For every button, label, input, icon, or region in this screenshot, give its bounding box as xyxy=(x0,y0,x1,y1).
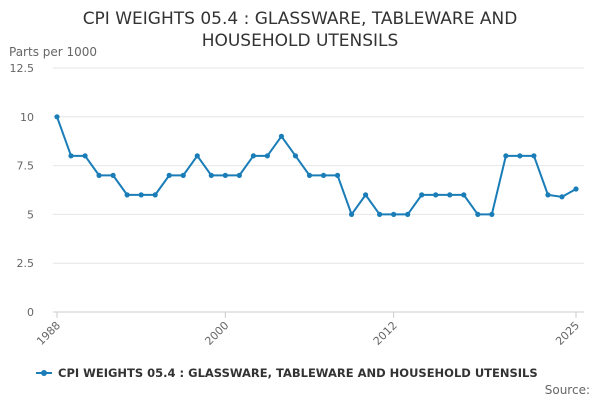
data-point xyxy=(236,172,242,178)
data-point xyxy=(320,172,327,178)
data-point xyxy=(545,192,551,198)
y-tick-label: 0 xyxy=(27,306,34,319)
data-point xyxy=(489,211,495,217)
data-point xyxy=(517,153,523,159)
y-tick-label: 7.5 xyxy=(17,160,35,173)
data-point xyxy=(180,172,186,178)
data-point xyxy=(531,153,537,159)
data-point xyxy=(475,211,481,217)
data-point xyxy=(208,172,214,178)
data-point xyxy=(573,186,579,192)
data-point xyxy=(391,211,397,217)
data-point xyxy=(264,153,271,159)
source-label: Source: xyxy=(544,383,590,397)
data-point xyxy=(559,194,565,200)
data-point xyxy=(461,192,467,198)
data-point xyxy=(124,192,130,198)
x-tick-label: 2012 xyxy=(371,319,400,348)
data-point xyxy=(348,211,355,217)
data-point xyxy=(377,211,383,217)
legend[interactable]: CPI WEIGHTS 05.4 : GLASSWARE, TABLEWARE … xyxy=(36,365,538,381)
legend-series-label: CPI WEIGHTS 05.4 : GLASSWARE, TABLEWARE … xyxy=(58,366,538,380)
chart-title: CPI WEIGHTS 05.4 : GLASSWARE, TABLEWARE … xyxy=(82,9,518,51)
data-point xyxy=(96,172,102,178)
data-point xyxy=(194,153,200,159)
data-point xyxy=(138,192,144,198)
data-point xyxy=(292,153,299,159)
x-tick-label: 2000 xyxy=(202,319,231,348)
y-tick-label: 2.5 xyxy=(17,257,35,270)
data-point xyxy=(222,172,228,178)
y-tick-label: 12.5 xyxy=(10,62,35,75)
data-point xyxy=(152,192,158,198)
data-point xyxy=(334,172,341,178)
y-axis-label: Parts per 1000 xyxy=(9,45,98,59)
data-point xyxy=(166,172,172,178)
data-point xyxy=(306,172,313,178)
data-point xyxy=(68,153,74,159)
data-point xyxy=(405,211,411,217)
data-point xyxy=(278,133,285,139)
x-tick-label: 2025 xyxy=(553,319,582,348)
data-point xyxy=(447,192,453,198)
y-tick-label: 5 xyxy=(27,208,34,221)
data-point xyxy=(110,172,116,178)
data-point xyxy=(250,153,256,159)
legend-series-marker xyxy=(36,367,52,379)
data-point xyxy=(503,153,509,159)
data-point xyxy=(419,192,425,198)
data-point xyxy=(54,114,60,120)
data-point xyxy=(433,192,439,198)
y-tick-label: 10 xyxy=(20,111,34,124)
data-point xyxy=(82,153,88,159)
x-tick-label: 1988 xyxy=(34,319,63,348)
data-point xyxy=(362,192,369,198)
